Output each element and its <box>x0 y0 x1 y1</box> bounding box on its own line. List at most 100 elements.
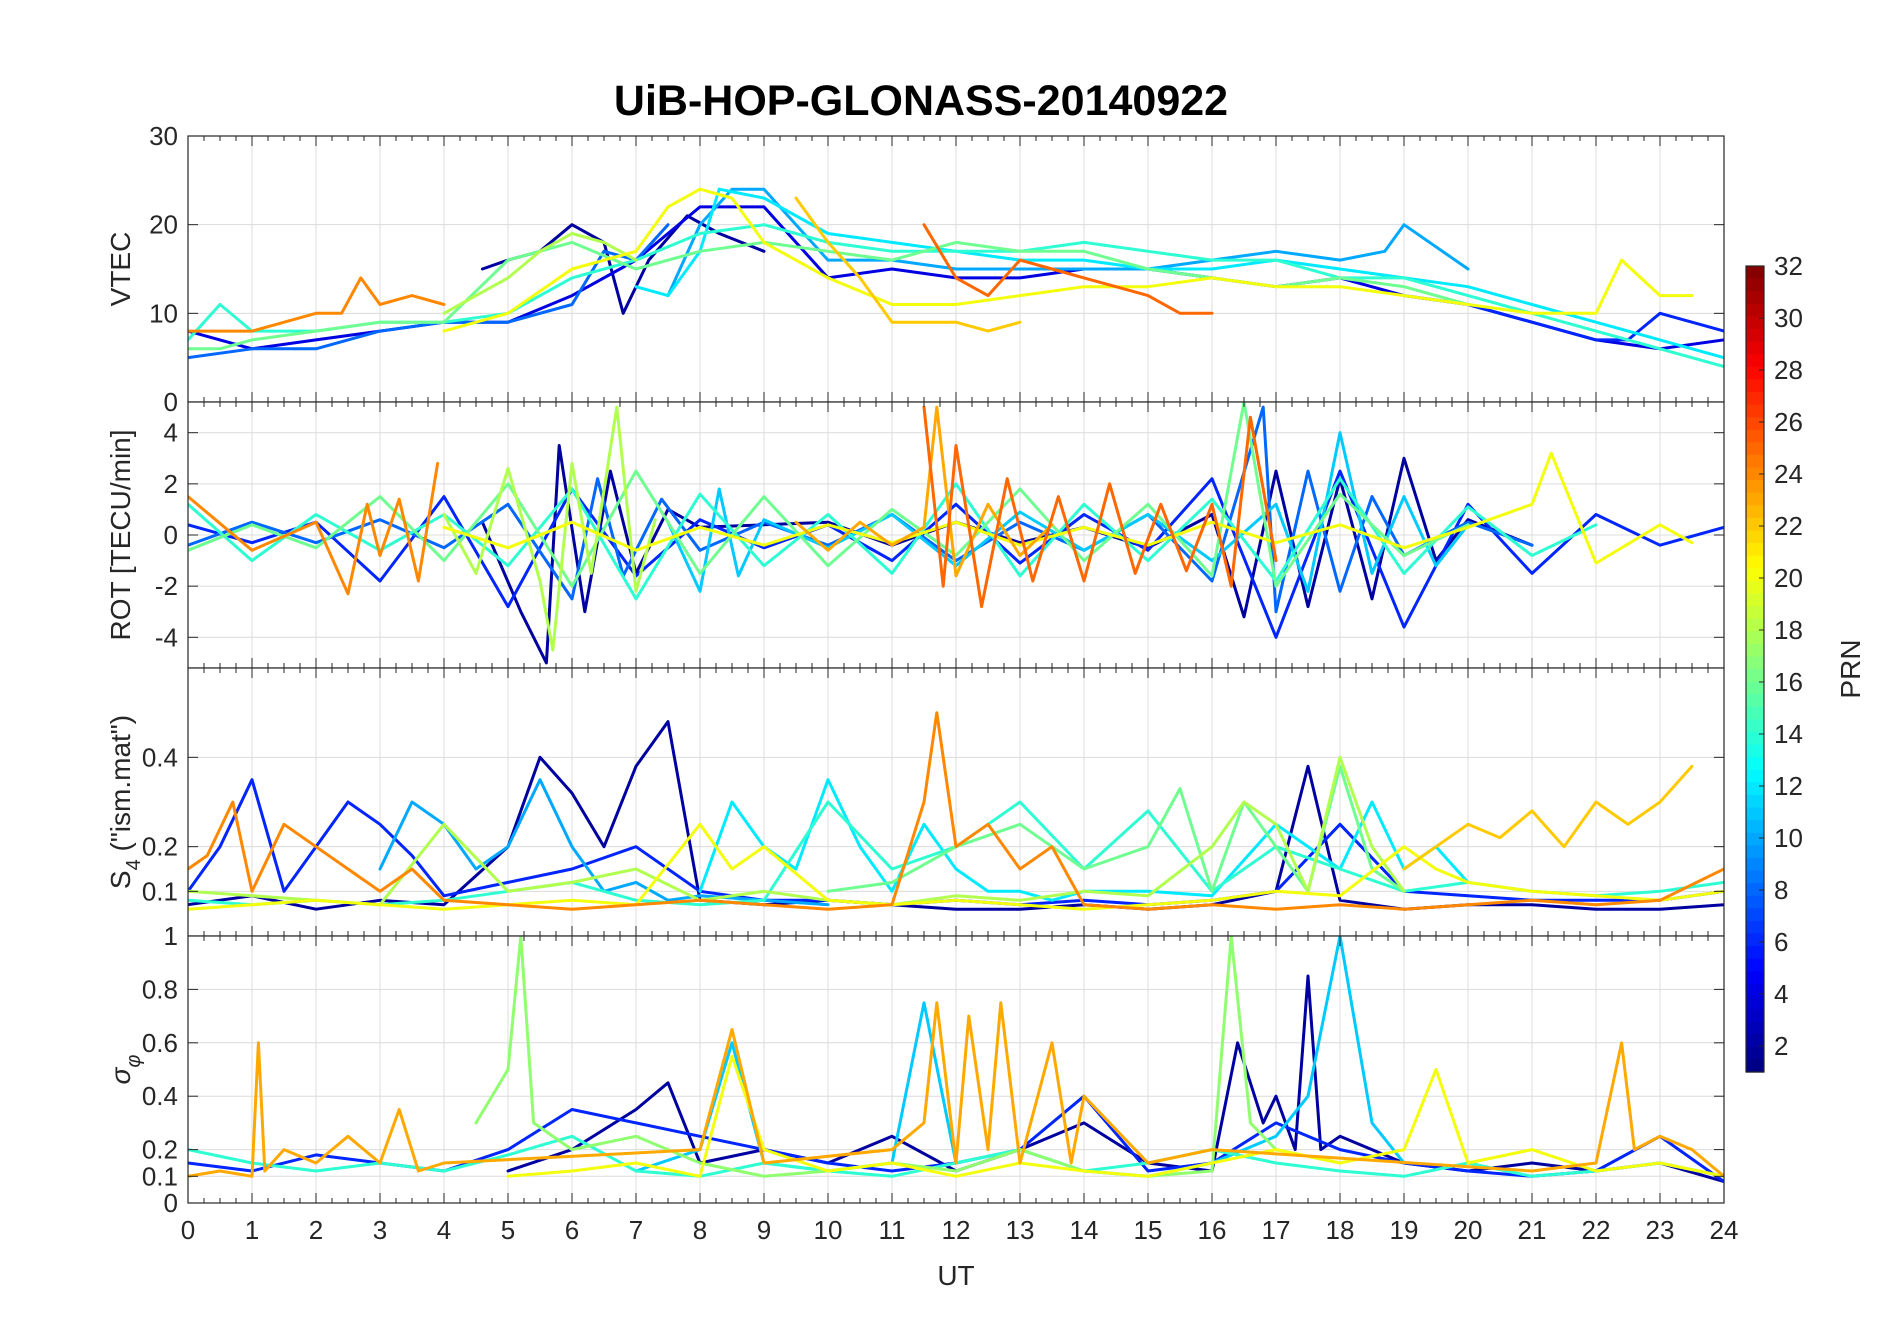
colorbar-segment <box>1746 429 1764 443</box>
colorbar-segment <box>1746 681 1764 695</box>
y-tick-label: 0.6 <box>142 1028 178 1058</box>
y-tick-label: 0.1 <box>142 876 178 906</box>
colorbar-segment <box>1746 442 1764 456</box>
traces <box>188 936 1724 1184</box>
colorbar-tick-label: 18 <box>1774 615 1803 645</box>
panel-1: 0 10 20 30 VTEC <box>105 121 1725 417</box>
colorbar-segment <box>1746 946 1764 960</box>
x-tick-label: 3 <box>373 1215 387 1245</box>
colorbar-tick-label: 12 <box>1774 771 1803 801</box>
y-tick-label: 30 <box>149 121 178 151</box>
trace-prn-23 <box>188 1001 1724 1178</box>
trace-prn-25 <box>922 405 1278 609</box>
trace-prn-24 <box>188 461 440 596</box>
trace-prn-16 <box>826 764 1406 893</box>
colorbar-segment <box>1746 266 1764 280</box>
colorbar-segment <box>1746 643 1764 658</box>
colorbar-segment <box>1746 1034 1764 1048</box>
x-tick-label: 11 <box>879 1215 906 1245</box>
x-tick-label: 1 <box>245 1215 259 1245</box>
colorbar-tick-label: 2 <box>1774 1031 1788 1061</box>
trace-prn-11 <box>666 431 1470 593</box>
colorbar-segment <box>1746 719 1764 733</box>
colorbar-tick-label: 28 <box>1774 355 1803 385</box>
y-tick-label: -2 <box>155 571 178 601</box>
y-tick-label: 10 <box>149 298 178 328</box>
trace-prn-24 <box>188 276 446 333</box>
x-tick-label: 24 <box>1710 1215 1739 1245</box>
colorbar-segment <box>1746 996 1764 1010</box>
x-tick-label: 20 <box>1454 1215 1483 1245</box>
colorbar-segment <box>1746 328 1764 343</box>
colorbar-segment <box>1746 606 1764 620</box>
x-tick-label: 22 <box>1582 1215 1611 1245</box>
y-tick-label: 0.4 <box>142 742 178 772</box>
colorbar-tick-label: 24 <box>1774 459 1803 489</box>
colorbar-segment <box>1746 857 1764 872</box>
colorbar-segment <box>1746 669 1764 683</box>
x-tick-label: 15 <box>1134 1215 1163 1245</box>
colorbar-segment <box>1746 618 1764 632</box>
colorbar-segment <box>1746 769 1764 783</box>
y-tick-label: 0.8 <box>142 974 178 1004</box>
trace-prn-22 <box>794 196 1022 333</box>
x-tick-label: 12 <box>942 1215 971 1245</box>
y-tick-label: 0.1 <box>142 1161 178 1191</box>
x-tick-label: 16 <box>1198 1215 1227 1245</box>
trace-prn-12 <box>698 778 1470 902</box>
trace-prn-22 <box>1402 764 1694 871</box>
colorbar-segment <box>1746 593 1764 607</box>
colorbar-segment <box>1746 706 1764 720</box>
colorbar-tick-label: 26 <box>1774 407 1803 437</box>
traces <box>188 711 1724 911</box>
x-tick-label: 17 <box>1262 1215 1291 1245</box>
colorbar-segment <box>1746 971 1764 985</box>
colorbar-segment <box>1746 291 1764 305</box>
colorbar-segment <box>1746 467 1764 481</box>
trace-prn-18 <box>442 405 657 652</box>
colorbar-segment <box>1746 958 1764 972</box>
colorbar-segment <box>1746 832 1764 846</box>
x-tick-label: 13 <box>1006 1215 1035 1245</box>
trace-prn-20 <box>442 187 1694 333</box>
colorbar-segment <box>1746 404 1764 418</box>
trace-prn-20 <box>506 1054 1724 1178</box>
y-tick-label: 0 <box>164 387 178 417</box>
y-tick-label: 0.2 <box>142 832 178 862</box>
x-tick-label: 23 <box>1646 1215 1675 1245</box>
colorbar-tick-label: 30 <box>1774 303 1803 333</box>
colorbar-segment <box>1746 391 1764 406</box>
colorbar-frame <box>1745 265 1765 1073</box>
colorbar-segment <box>1746 568 1764 582</box>
y-tick-label: 0 <box>164 520 178 550</box>
y-tick-label: 1 <box>164 921 178 951</box>
colorbar-segment <box>1746 505 1764 519</box>
y-tick-label: -4 <box>155 622 178 652</box>
colorbar-segment <box>1746 1009 1764 1023</box>
y-tick-label: 0.2 <box>142 1135 178 1165</box>
colorbar-segment <box>1746 908 1764 922</box>
trace-prn-18 <box>442 232 638 315</box>
y-tick-label: 2 <box>164 469 178 499</box>
colorbar-segment <box>1746 794 1764 809</box>
y-tick-label: 0.4 <box>142 1081 178 1111</box>
x-tick-label: 2 <box>309 1215 323 1245</box>
x-tick-label: 0 <box>181 1215 195 1245</box>
x-tick-label: 19 <box>1390 1215 1419 1245</box>
y-tick-label: 4 <box>164 418 178 448</box>
colorbar-tick-label: 16 <box>1774 667 1803 697</box>
colorbar-segment <box>1746 316 1764 330</box>
colorbar-segment <box>1746 744 1764 758</box>
colorbar-segment <box>1746 354 1764 368</box>
colorbar-segment <box>1746 555 1764 569</box>
x-tick-label: 7 <box>629 1215 643 1245</box>
x-tick-label: 8 <box>693 1215 707 1245</box>
trace-prn-6 <box>188 469 1724 639</box>
trace-prn-16 <box>188 402 1470 588</box>
colorbar-segment <box>1746 895 1764 909</box>
colorbar-segment <box>1746 933 1764 947</box>
x-tick-label: 6 <box>565 1215 579 1245</box>
colorbar-tick-label: 4 <box>1774 979 1788 1009</box>
trace-prn-10 <box>666 187 1470 298</box>
